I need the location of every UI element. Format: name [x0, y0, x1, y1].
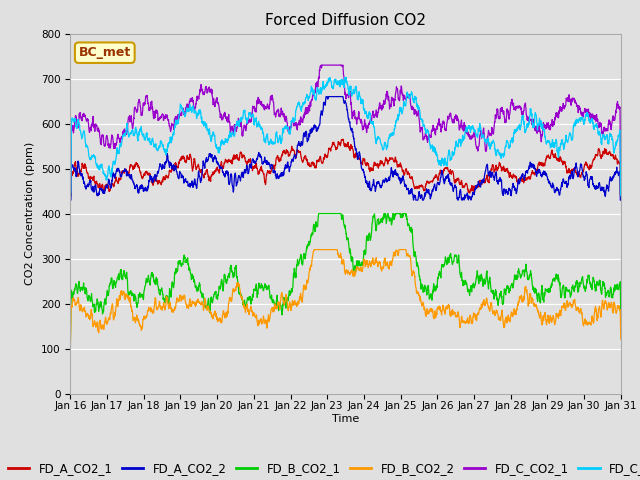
FD_B_CO2_1	[67, 338, 74, 344]
FD_B_CO2_2	[220, 311, 228, 317]
FD_C_CO2_2	[67, 192, 74, 199]
FD_C_CO2_1	[584, 108, 591, 114]
Line: FD_C_CO2_2: FD_C_CO2_2	[70, 77, 621, 196]
FD_A_CO2_1	[506, 172, 513, 178]
FD_A_CO2_1	[374, 161, 381, 167]
FD_C_CO2_1	[67, 188, 74, 194]
FD_C_CO2_2	[568, 137, 576, 143]
FD_B_CO2_2	[506, 318, 513, 324]
FD_C_CO2_1	[374, 112, 381, 118]
Legend: FD_A_CO2_1, FD_A_CO2_2, FD_B_CO2_1, FD_B_CO2_2, FD_C_CO2_1, FD_C_CO2_2: FD_A_CO2_1, FD_A_CO2_2, FD_B_CO2_1, FD_B…	[3, 457, 640, 480]
Line: FD_B_CO2_1: FD_B_CO2_1	[70, 214, 621, 341]
FD_C_CO2_2	[374, 134, 381, 140]
X-axis label: Time: Time	[332, 414, 359, 424]
FD_A_CO2_2	[362, 178, 369, 184]
FD_C_CO2_1	[317, 62, 325, 68]
FD_A_CO2_2	[374, 180, 381, 186]
FD_C_CO2_2	[220, 142, 228, 147]
FD_B_CO2_2	[362, 262, 369, 267]
FD_B_CO2_1	[374, 217, 381, 223]
FD_A_CO2_2	[568, 174, 576, 180]
FD_B_CO2_1	[315, 211, 323, 216]
FD_B_CO2_2	[67, 345, 74, 351]
FD_A_CO2_2	[506, 187, 513, 193]
FD_A_CO2_2	[584, 180, 591, 185]
Line: FD_B_CO2_2: FD_B_CO2_2	[70, 250, 621, 348]
FD_B_CO2_2	[311, 247, 319, 252]
FD_A_CO2_1	[568, 167, 576, 173]
Text: BC_met: BC_met	[79, 46, 131, 59]
Line: FD_A_CO2_1: FD_A_CO2_1	[70, 139, 621, 196]
FD_A_CO2_2	[323, 94, 330, 99]
FD_C_CO2_1	[506, 111, 513, 117]
FD_C_CO2_2	[584, 113, 591, 119]
FD_C_CO2_2	[342, 74, 350, 80]
FD_B_CO2_2	[617, 336, 625, 342]
Line: FD_C_CO2_1: FD_C_CO2_1	[70, 65, 621, 191]
FD_C_CO2_2	[506, 143, 513, 149]
FD_C_CO2_2	[617, 192, 625, 199]
FD_B_CO2_1	[584, 276, 591, 282]
FD_A_CO2_1	[362, 162, 369, 168]
FD_B_CO2_1	[568, 285, 576, 291]
FD_C_CO2_2	[362, 110, 369, 116]
FD_A_CO2_1	[67, 192, 74, 199]
FD_B_CO2_1	[617, 316, 625, 322]
FD_B_CO2_2	[374, 259, 381, 265]
FD_B_CO2_2	[584, 322, 591, 328]
FD_B_CO2_1	[220, 278, 228, 284]
FD_A_CO2_1	[584, 164, 591, 169]
FD_B_CO2_1	[506, 286, 513, 291]
FD_C_CO2_1	[568, 98, 576, 104]
FD_B_CO2_1	[362, 251, 369, 257]
FD_A_CO2_2	[67, 197, 74, 203]
FD_A_CO2_1	[220, 161, 228, 167]
Y-axis label: CO2 Concentration (ppm): CO2 Concentration (ppm)	[26, 142, 35, 285]
FD_C_CO2_1	[220, 111, 228, 117]
FD_C_CO2_1	[362, 121, 369, 127]
Title: Forced Diffusion CO2: Forced Diffusion CO2	[265, 13, 426, 28]
FD_A_CO2_1	[617, 192, 625, 199]
FD_A_CO2_2	[617, 197, 625, 203]
FD_A_CO2_2	[220, 172, 228, 178]
FD_B_CO2_2	[568, 301, 576, 307]
FD_C_CO2_1	[617, 188, 625, 194]
FD_A_CO2_1	[339, 136, 347, 142]
Line: FD_A_CO2_2: FD_A_CO2_2	[70, 96, 621, 200]
